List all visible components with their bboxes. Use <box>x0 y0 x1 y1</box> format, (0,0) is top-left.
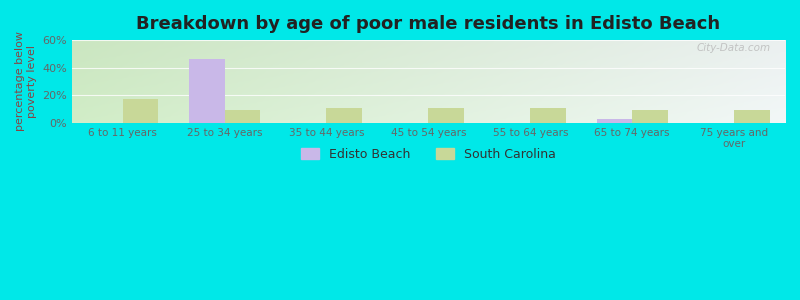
Bar <box>122 99 158 123</box>
Legend: Edisto Beach, South Carolina: Edisto Beach, South Carolina <box>295 143 562 166</box>
Bar <box>428 108 464 123</box>
Y-axis label: percentage below
poverty level: percentage below poverty level <box>15 32 37 131</box>
Bar <box>632 110 668 123</box>
Title: Breakdown by age of poor male residents in Edisto Beach: Breakdown by age of poor male residents … <box>136 15 721 33</box>
Bar <box>225 110 260 123</box>
Text: City-Data.com: City-Data.com <box>697 44 770 53</box>
Bar <box>734 110 770 123</box>
Bar <box>326 108 362 123</box>
Bar <box>530 107 566 123</box>
Bar <box>189 59 225 123</box>
Bar <box>597 119 632 123</box>
